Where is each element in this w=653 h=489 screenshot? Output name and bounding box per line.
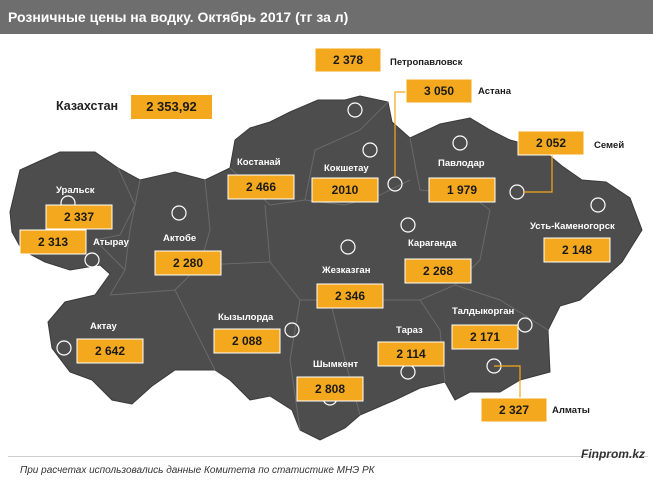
value-astana: 3 050 xyxy=(424,84,454,98)
marker-pavlodar xyxy=(452,135,468,151)
value-taldykorgan: 2 171 xyxy=(470,330,500,344)
value-kostanay: 2 466 xyxy=(246,180,276,194)
value-karaganda: 2 268 xyxy=(423,264,453,278)
marker-ust-kamenogorsk xyxy=(590,197,606,213)
value-aktau: 2 642 xyxy=(95,344,125,358)
label-karaganda: Караганда xyxy=(408,238,457,249)
box-uralsk xyxy=(45,204,113,230)
box-shymkent xyxy=(296,376,364,402)
label-uralsk: Уральск xyxy=(56,185,95,196)
box-ust-kamenogorsk xyxy=(543,237,611,263)
country-value: 2 353,92 xyxy=(131,95,212,119)
region-labels: Петропавловск Астана Семей Костанай Кокш… xyxy=(56,57,624,416)
value-atyrau: 2 313 xyxy=(38,235,68,249)
label-petropavlovsk: Петропавловск xyxy=(390,57,463,68)
label-astana: Астана xyxy=(478,86,512,97)
brand-label: Finprom.kz xyxy=(580,447,645,461)
label-zhezkazgan: Жезказган xyxy=(321,265,371,276)
marker-atyrau xyxy=(84,252,100,268)
box-kokshetau xyxy=(311,177,379,203)
label-taldykorgan: Талдыкорган xyxy=(452,306,515,317)
box-taldykorgan xyxy=(451,324,519,350)
leader-lines xyxy=(394,91,553,399)
box-kyzylorda xyxy=(213,328,281,354)
label-kyzylorda: Кызылорда xyxy=(218,312,274,323)
value-boxes xyxy=(19,47,611,423)
value-petropavlovsk: 2 378 xyxy=(333,53,363,67)
box-kostanay xyxy=(227,174,295,200)
box-zhezkazgan xyxy=(316,283,384,309)
marker-zhezkazgan xyxy=(340,239,356,255)
label-aktau: Актау xyxy=(90,321,118,332)
marker-kyzylorda xyxy=(284,322,300,338)
box-almaty xyxy=(480,397,548,423)
box-aktobe xyxy=(154,250,222,276)
value-taraz: 2 114 xyxy=(396,347,426,361)
label-almaty: Алматы xyxy=(552,405,590,416)
marker-aktobe xyxy=(171,205,187,221)
box-karaganda xyxy=(404,258,472,284)
label-kokshetau: Кокшетау xyxy=(324,163,369,174)
label-aktobe: Актобе xyxy=(163,233,196,244)
value-kokshetau: 2010 xyxy=(332,183,359,197)
label-kostanay: Костанай xyxy=(237,157,281,168)
value-semey: 2 052 xyxy=(536,136,566,150)
value-almaty: 2 327 xyxy=(499,403,529,417)
label-ust-kamenogorsk: Усть-Каменогорск xyxy=(530,221,615,232)
value-shymkent: 2 808 xyxy=(315,382,345,396)
box-astana xyxy=(405,78,473,104)
kazakhstan-map: Петропавловск Астана Семей Костанай Кокш… xyxy=(9,47,643,441)
box-pavlodar xyxy=(428,177,496,203)
box-atyrau xyxy=(19,229,87,255)
marker-aktau xyxy=(56,340,72,356)
box-aktau xyxy=(76,338,144,364)
value-zhezkazgan: 2 346 xyxy=(335,289,365,303)
footer-divider xyxy=(8,456,648,457)
chart-title: Розничные цены на водку. Октябрь 2017 (т… xyxy=(0,0,653,34)
footnote: При расчетах использовались данные Комит… xyxy=(20,465,375,476)
value-kyzylorda: 2 088 xyxy=(232,334,262,348)
value-texts: 2 378 3 050 2 052 2 466 2010 1 979 2 337… xyxy=(38,53,592,417)
country-label: Казахстан xyxy=(56,99,119,113)
value-ust-kamenogorsk: 2 148 xyxy=(562,243,592,257)
label-atyrau: Атырау xyxy=(93,237,130,248)
label-pavlodar: Павлодар xyxy=(438,158,485,169)
value-uralsk: 2 337 xyxy=(64,210,94,224)
value-pavlodar: 1 979 xyxy=(447,183,477,197)
marker-kokshetau xyxy=(362,142,378,158)
box-petropavlovsk xyxy=(314,47,382,73)
label-taraz: Тараз xyxy=(396,325,423,336)
marker-karaganda xyxy=(400,217,416,233)
box-semey xyxy=(517,130,585,156)
box-taraz xyxy=(377,341,445,367)
marker-petropavlovsk xyxy=(347,102,363,118)
label-semey: Семей xyxy=(594,140,624,151)
value-aktobe: 2 280 xyxy=(173,256,203,270)
label-shymkent: Шымкент xyxy=(313,359,358,370)
